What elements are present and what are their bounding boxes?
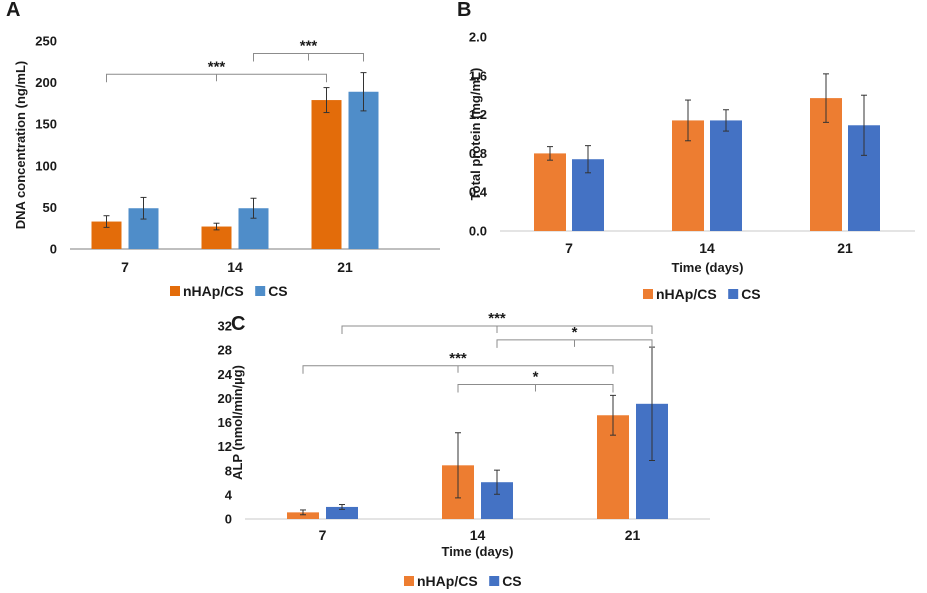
legend-swatch (404, 576, 414, 586)
significance-bracket (457, 384, 614, 393)
legend-swatch (170, 286, 180, 296)
legend-swatch (255, 286, 266, 296)
y-tick-label: 100 (35, 158, 57, 173)
x-category-label: 7 (565, 240, 573, 256)
y-tick-label: 8 (225, 463, 232, 478)
legend-label: nHAp/CS (183, 283, 244, 299)
x-category-label: 7 (121, 259, 129, 275)
panel-b-letter: B (457, 0, 471, 21)
y-tick-label: 4 (225, 487, 233, 502)
y-tick-label: 0.4 (469, 185, 488, 200)
y-tick-label: 150 (35, 117, 57, 132)
legend-label: CS (741, 286, 760, 302)
y-tick-label: 20 (218, 391, 232, 406)
significance-label: *** (449, 350, 467, 367)
y-tick-label: 50 (43, 200, 57, 215)
y-tick-label: 12 (218, 439, 232, 454)
y-tick-label: 0.8 (469, 146, 487, 161)
bar-nhapcs-day-7 (534, 153, 566, 231)
legend-label: CS (268, 283, 287, 299)
y-tick-label: 2.0 (469, 30, 487, 45)
y-axis-title: ALP (nmol/min/µg) (230, 365, 245, 480)
significance-label: * (572, 324, 578, 341)
bar-nhapcs-day-7 (287, 512, 319, 519)
significance-label: *** (488, 310, 506, 327)
legend-label: nHAp/CS (656, 286, 717, 302)
bar-nhapcs-day-21 (311, 100, 342, 250)
x-category-label: 21 (837, 240, 853, 256)
y-tick-label: 16 (218, 415, 232, 430)
x-axis-title: Time (days) (671, 260, 743, 275)
y-tick-label: 0.0 (469, 224, 487, 239)
significance-bracket (302, 365, 614, 374)
y-tick-label: 200 (35, 75, 57, 90)
y-tick-label: 0 (50, 242, 57, 257)
bar-cs-day-7 (326, 506, 358, 519)
legend-swatch (489, 576, 500, 586)
y-tick-label: 0 (225, 512, 232, 527)
x-category-label: 14 (227, 259, 243, 275)
y-tick-label: 1.2 (469, 107, 487, 122)
bar-nhapcs-day-14 (201, 226, 232, 249)
legend-swatch (643, 289, 653, 299)
x-axis-title: Time (days) (441, 544, 513, 559)
x-category-label: 7 (319, 527, 327, 543)
legend-swatch (728, 289, 739, 299)
y-tick-label: 24 (218, 367, 233, 382)
significance-label: *** (208, 58, 226, 75)
dna-concentration-chart: 0 50 100 150 200 250 7 14 21 *** *** DNA concentrat… (13, 34, 440, 299)
y-tick-label: 28 (218, 343, 232, 358)
legend-label: nHAp/CS (417, 573, 478, 589)
y-tick-label: 250 (35, 34, 57, 49)
total-protein-chart: 0.0 0.4 0.8 1.2 1.6 2.0 7 14 21 Total protein (mg… (468, 30, 915, 302)
y-tick-label: 32 (218, 319, 232, 334)
bar-cs-day-21 (348, 91, 379, 249)
x-category-label: 14 (470, 527, 486, 543)
x-category-label: 21 (625, 527, 641, 543)
panel-a-letter: A (6, 0, 20, 21)
significance-label: * (533, 369, 539, 386)
panel-c-letter: C (231, 313, 245, 335)
y-tick-label: 1.6 (469, 68, 487, 83)
bar-cs-day-14 (710, 120, 742, 231)
x-category-label: 21 (337, 259, 353, 275)
significance-label: *** (300, 37, 318, 54)
legend-label: CS (502, 573, 521, 589)
y-axis-title: DNA concentration (ng/mL) (13, 61, 28, 230)
y-axis-title: Total protein (mg/mL) (468, 68, 483, 201)
x-category-label: 14 (699, 240, 715, 256)
